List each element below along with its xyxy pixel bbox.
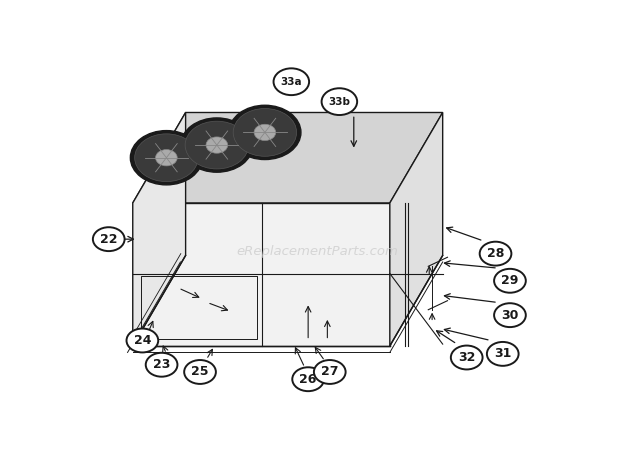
Circle shape	[229, 105, 301, 159]
Polygon shape	[390, 112, 443, 346]
Circle shape	[146, 353, 177, 376]
Circle shape	[130, 131, 202, 185]
Text: 31: 31	[494, 347, 512, 360]
Polygon shape	[133, 112, 443, 203]
Text: 33b: 33b	[329, 97, 350, 107]
Polygon shape	[133, 112, 185, 346]
Circle shape	[480, 242, 511, 266]
Circle shape	[494, 303, 526, 327]
Text: 26: 26	[299, 373, 317, 386]
Text: 29: 29	[501, 274, 519, 287]
Circle shape	[184, 360, 216, 384]
Circle shape	[185, 121, 249, 169]
Circle shape	[135, 134, 198, 181]
Text: 33a: 33a	[280, 77, 302, 87]
Polygon shape	[133, 203, 390, 346]
Circle shape	[487, 342, 518, 366]
Circle shape	[156, 149, 177, 166]
Text: 22: 22	[100, 233, 117, 246]
Text: 32: 32	[458, 351, 476, 364]
Circle shape	[93, 227, 125, 251]
Circle shape	[322, 88, 357, 115]
Circle shape	[273, 68, 309, 95]
Text: 23: 23	[153, 358, 170, 371]
Text: 30: 30	[501, 309, 519, 321]
Circle shape	[206, 137, 228, 153]
Circle shape	[233, 109, 296, 157]
Circle shape	[314, 360, 345, 384]
Circle shape	[451, 345, 482, 369]
Circle shape	[126, 329, 158, 352]
Text: 27: 27	[321, 366, 339, 378]
Text: 24: 24	[134, 334, 151, 347]
Circle shape	[292, 367, 324, 391]
Circle shape	[254, 124, 276, 141]
Circle shape	[494, 269, 526, 293]
Text: eReplacementParts.com: eReplacementParts.com	[237, 245, 399, 258]
Circle shape	[181, 118, 253, 172]
Text: 25: 25	[192, 366, 209, 378]
Text: 28: 28	[487, 247, 504, 260]
